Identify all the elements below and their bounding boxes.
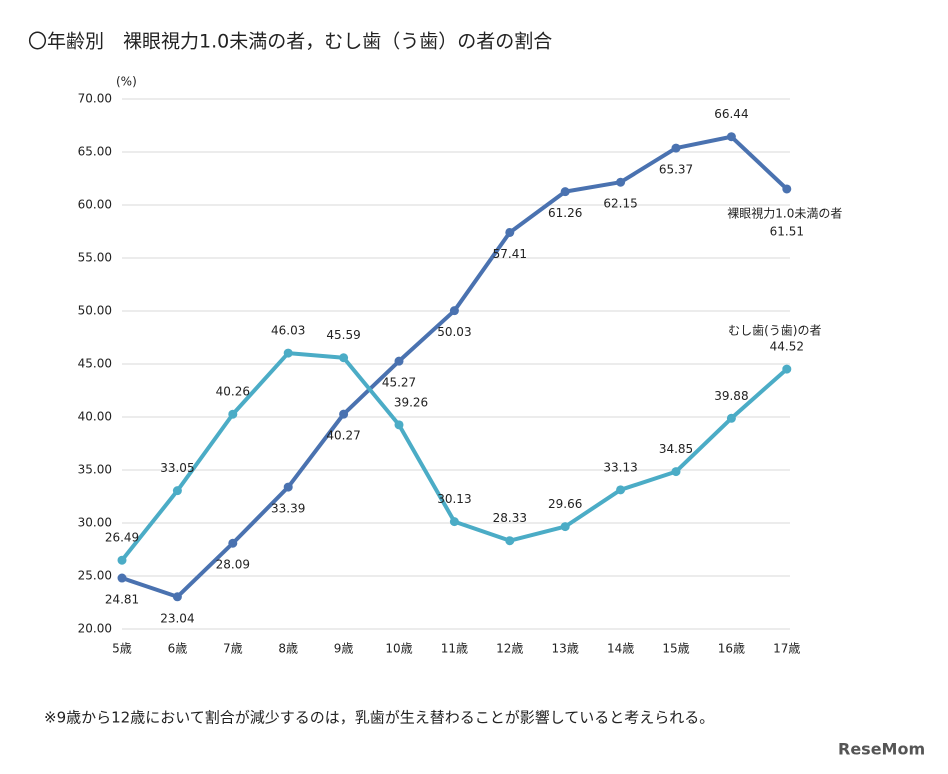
data-point <box>172 486 182 496</box>
data-label: 40.27 <box>326 429 360 443</box>
data-point <box>726 132 736 142</box>
data-point <box>117 573 127 583</box>
y-tick-label: 55.00 <box>78 251 112 265</box>
data-label: 28.09 <box>216 558 250 572</box>
x-tick-label: 8歳 <box>278 642 298 656</box>
x-tick-label: 11歳 <box>441 642 468 656</box>
data-label: 40.26 <box>216 385 250 399</box>
data-label: 66.44 <box>714 107 748 121</box>
series-name: むし歯(う歯)の者 <box>728 324 821 338</box>
data-point <box>560 522 570 532</box>
watermark: ReseMom <box>838 740 925 759</box>
data-point <box>283 348 293 358</box>
y-tick-label: 45.00 <box>78 357 112 371</box>
data-point <box>339 409 349 419</box>
data-label: 34.85 <box>659 442 693 456</box>
data-label: 39.88 <box>714 389 748 403</box>
data-point <box>394 356 404 366</box>
series-line <box>121 134 789 599</box>
data-label: 65.37 <box>659 163 693 177</box>
data-point <box>782 184 792 194</box>
data-label: 44.52 <box>770 340 804 354</box>
footnote: ※9歳から12歳において割合が減少するのは，乳歯が生え替わることが影響していると… <box>44 709 714 727</box>
x-tick-label: 15歳 <box>662 642 689 656</box>
data-point <box>228 538 238 548</box>
x-tick-label: 6歳 <box>168 642 188 656</box>
data-label: 57.41 <box>493 247 527 261</box>
data-point <box>616 485 626 495</box>
x-tick-label: 16歳 <box>718 642 745 656</box>
y-tick-label: 30.00 <box>78 516 112 530</box>
data-label: 26.49 <box>105 531 139 545</box>
data-point <box>560 187 570 197</box>
y-tick-label: 50.00 <box>78 304 112 318</box>
data-point <box>782 364 792 374</box>
data-point <box>283 482 293 492</box>
y-axis-unit: (%) <box>116 75 137 89</box>
data-label: 33.05 <box>160 461 194 475</box>
y-tick-label: 40.00 <box>78 410 112 424</box>
x-tick-label: 14歳 <box>607 642 634 656</box>
x-tick-label: 5歳 <box>112 642 132 656</box>
y-tick-label: 35.00 <box>78 463 112 477</box>
data-label: 33.13 <box>603 460 637 474</box>
y-tick-label: 60.00 <box>78 198 112 212</box>
data-point <box>671 143 681 153</box>
chart-title: 〇年齢別 裸眼視力1.0未満の者，むし歯（う歯）の者の割合 <box>28 31 552 53</box>
data-point <box>449 517 459 527</box>
x-tick-label: 7歳 <box>223 642 243 656</box>
data-label: 61.26 <box>548 206 582 220</box>
data-label: 61.51 <box>770 224 804 238</box>
data-label: 39.26 <box>394 395 428 409</box>
data-label: 29.66 <box>548 497 582 511</box>
data-label: 46.03 <box>271 324 305 338</box>
x-tick-label: 17歳 <box>773 642 800 656</box>
data-label: 24.81 <box>105 593 139 607</box>
data-point <box>726 413 736 423</box>
y-tick-label: 25.00 <box>78 569 112 583</box>
y-tick-label: 20.00 <box>78 622 112 636</box>
x-tick-label: 9歳 <box>334 642 354 656</box>
x-tick-label: 12歳 <box>496 642 523 656</box>
x-tick-label: 13歳 <box>552 642 579 656</box>
data-label: 33.39 <box>271 502 305 516</box>
x-tick-label: 10歳 <box>385 642 412 656</box>
data-point <box>616 177 626 187</box>
data-label: 45.59 <box>326 328 360 342</box>
data-point <box>339 353 349 363</box>
data-point <box>117 555 127 565</box>
data-label: 30.13 <box>437 492 471 506</box>
y-tick-label: 65.00 <box>78 145 112 159</box>
data-label: 23.04 <box>160 611 194 625</box>
series-name: 裸眼視力1.0未満の者 <box>727 205 842 220</box>
data-label: 45.27 <box>382 376 416 390</box>
data-point <box>505 227 515 237</box>
data-point <box>671 467 681 477</box>
data-point <box>228 409 238 419</box>
data-label: 62.15 <box>603 197 637 211</box>
data-point <box>505 536 515 546</box>
data-point <box>394 420 404 430</box>
data-point <box>172 592 182 602</box>
data-label: 28.33 <box>493 511 527 525</box>
data-point <box>449 306 459 316</box>
data-label: 50.03 <box>437 325 471 339</box>
y-tick-label: 70.00 <box>78 92 112 106</box>
